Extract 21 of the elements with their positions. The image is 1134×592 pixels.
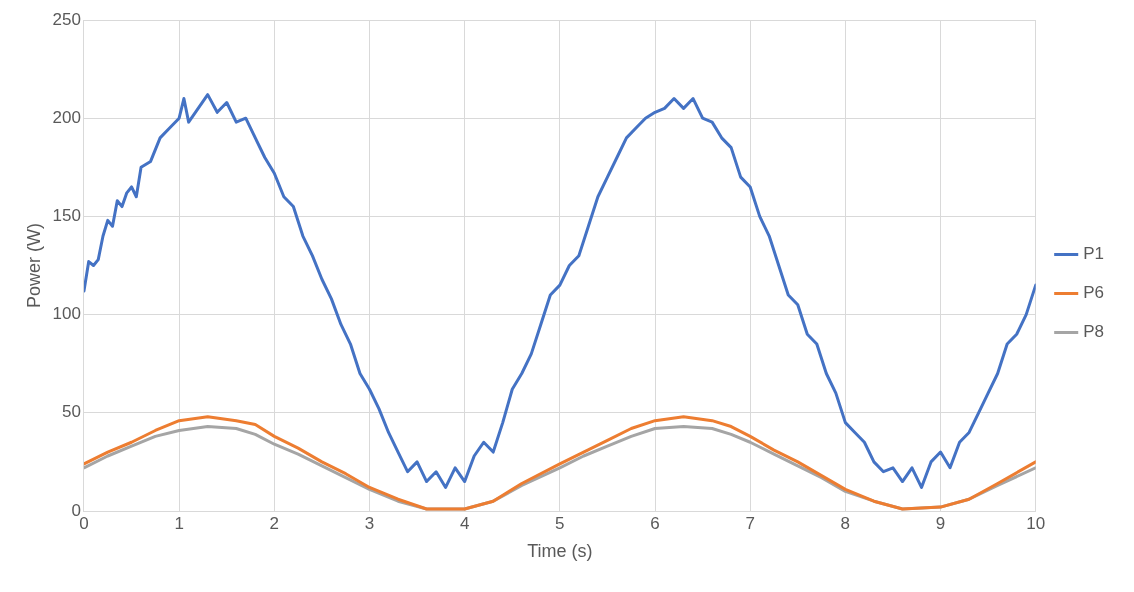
y-tick-label: 200 [52, 107, 81, 127]
x-tick-label: 2 [269, 513, 280, 533]
y-tick-label: 250 [52, 9, 81, 29]
x-tick-label: 1 [174, 513, 184, 533]
x-tick-label: 8 [840, 513, 851, 533]
x-tick-label: 5 [555, 513, 565, 533]
y-tick-label: 50 [62, 402, 81, 422]
x-tick-label: 4 [459, 513, 470, 533]
y-axis-title: Power (W) [23, 223, 44, 308]
x-tick-label: 3 [364, 513, 375, 533]
x-tick-label: 10 [1026, 513, 1046, 533]
x-tick-label: 7 [745, 513, 755, 533]
legend-label: P6 [1083, 283, 1104, 303]
x-tick-label: 6 [650, 513, 660, 533]
y-tick-label: 0 [71, 500, 81, 520]
legend-label: P1 [1083, 244, 1104, 264]
y-tick-label: 150 [52, 206, 81, 226]
x-axis-title: Time (s) [527, 541, 593, 562]
legend-label: P8 [1083, 322, 1104, 342]
y-tick-label: 100 [52, 304, 81, 324]
x-tick-label: 9 [935, 513, 946, 533]
